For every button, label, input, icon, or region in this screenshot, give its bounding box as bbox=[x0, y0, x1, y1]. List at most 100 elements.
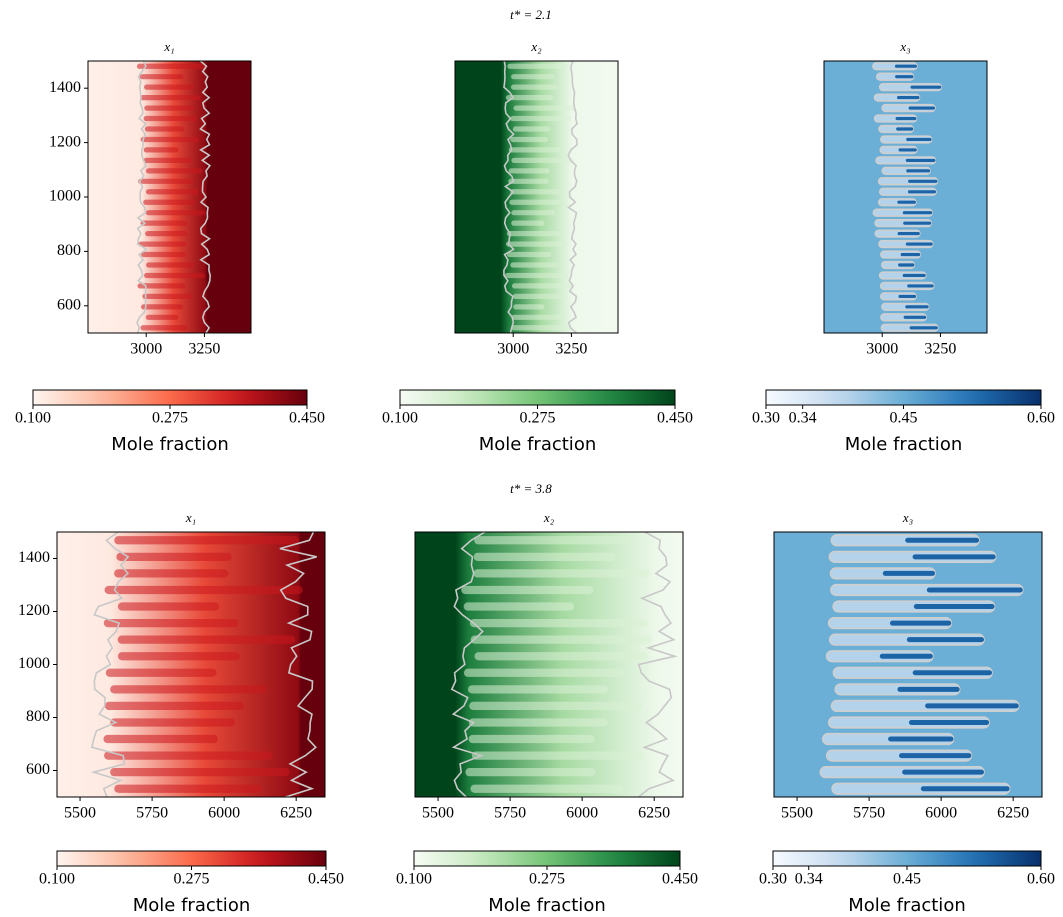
finger-core bbox=[896, 127, 914, 131]
colorbar-tick-label: 0.45 bbox=[890, 410, 918, 427]
finger-core bbox=[897, 686, 960, 692]
finger bbox=[136, 63, 207, 69]
finger bbox=[144, 105, 195, 111]
colorbar-tick-label: 0.275 bbox=[174, 871, 210, 888]
finger bbox=[511, 210, 556, 216]
x-tick-label: 3000 bbox=[866, 341, 898, 358]
axes-frame bbox=[773, 531, 1043, 798]
finger-core bbox=[895, 116, 917, 121]
finger bbox=[463, 602, 574, 611]
finger bbox=[139, 74, 184, 80]
y-tick-label: 800 bbox=[26, 708, 50, 725]
contour-line bbox=[637, 532, 678, 797]
finger bbox=[117, 635, 296, 644]
contour-line bbox=[199, 61, 212, 333]
finger bbox=[467, 685, 608, 694]
finger-core bbox=[888, 736, 954, 742]
finger bbox=[468, 718, 608, 727]
finger bbox=[114, 569, 229, 578]
y-tick-label: 600 bbox=[26, 761, 50, 778]
contour-line bbox=[279, 532, 317, 797]
colorbar-label: Mole fraction bbox=[848, 895, 965, 916]
colorbar-label: Mole fraction bbox=[479, 434, 596, 455]
finger bbox=[510, 325, 573, 331]
field-background bbox=[455, 61, 618, 333]
y-tick-label: 1400 bbox=[18, 549, 50, 566]
finger bbox=[103, 618, 239, 628]
finger bbox=[110, 685, 267, 694]
field-image bbox=[88, 61, 251, 333]
finger bbox=[140, 325, 188, 331]
colorbar-tick-label: 0.275 bbox=[520, 410, 556, 427]
finger bbox=[470, 784, 624, 793]
finger bbox=[116, 552, 232, 561]
axes-frame bbox=[454, 60, 619, 334]
finger bbox=[117, 652, 240, 661]
finger bbox=[471, 751, 645, 760]
finger-core bbox=[903, 221, 932, 225]
finger bbox=[463, 668, 625, 677]
finger bbox=[145, 210, 206, 216]
finger bbox=[511, 220, 545, 226]
finger-core bbox=[897, 200, 916, 204]
finger-core bbox=[879, 653, 933, 659]
finger-core bbox=[912, 670, 993, 676]
finger bbox=[511, 314, 563, 320]
colorbar-tick-label: 0.450 bbox=[657, 410, 693, 427]
colorbar-tick-label: 0.45 bbox=[893, 871, 921, 888]
colorbar-label: Mole fraction bbox=[111, 434, 228, 455]
panel-title: x₁ bbox=[185, 510, 196, 525]
row-title: t* = 2.1 bbox=[510, 7, 552, 22]
finger bbox=[510, 262, 558, 268]
finger-core bbox=[910, 85, 942, 89]
x-tick-label: 6250 bbox=[638, 805, 670, 822]
finger bbox=[505, 95, 554, 101]
finger bbox=[511, 283, 573, 289]
finger bbox=[508, 168, 550, 174]
finger bbox=[469, 701, 643, 711]
finger bbox=[469, 618, 648, 628]
finger bbox=[110, 718, 236, 727]
y-tick-label: 1200 bbox=[49, 133, 81, 150]
colorbar-tick-label: 0.100 bbox=[39, 871, 75, 888]
finger-core bbox=[897, 232, 920, 236]
y-tick-label: 800 bbox=[57, 242, 81, 259]
x-tick-label: 6000 bbox=[925, 805, 957, 822]
finger-core bbox=[895, 75, 914, 79]
finger-core bbox=[920, 786, 1010, 792]
finger bbox=[142, 293, 193, 299]
contour-line bbox=[450, 532, 486, 797]
colorbar-tick-label: 0.34 bbox=[789, 410, 817, 427]
finger bbox=[145, 231, 188, 237]
finger-core bbox=[902, 273, 926, 278]
colorbar-label: Mole fraction bbox=[133, 895, 250, 916]
colorbar-label: Mole fraction bbox=[845, 434, 962, 455]
colorbar-tick-label: 0.30 bbox=[752, 410, 780, 427]
finger bbox=[474, 652, 649, 661]
field-background bbox=[88, 61, 251, 333]
contour-line bbox=[567, 61, 578, 333]
colorbar-tick-label: 0.100 bbox=[382, 410, 418, 427]
y-tick-label: 600 bbox=[57, 296, 81, 313]
finger bbox=[104, 751, 273, 760]
colorbar-tick-label: 0.275 bbox=[529, 871, 565, 888]
finger bbox=[141, 304, 183, 310]
colorbar-tick-label: 0.450 bbox=[662, 871, 698, 888]
finger bbox=[144, 84, 194, 90]
finger-core bbox=[898, 148, 917, 152]
finger-core bbox=[900, 252, 921, 257]
field-image bbox=[415, 532, 683, 797]
axes-frame bbox=[823, 60, 988, 334]
finger-core bbox=[906, 169, 931, 173]
finger-core bbox=[894, 64, 917, 68]
finger-core bbox=[903, 315, 927, 319]
finger-core bbox=[905, 158, 936, 162]
finger-core bbox=[913, 604, 995, 610]
finger bbox=[506, 231, 561, 237]
y-tick-label: 1000 bbox=[49, 188, 81, 205]
field-image bbox=[824, 61, 987, 333]
finger bbox=[143, 115, 197, 122]
panel-title: x₃ bbox=[902, 510, 913, 525]
finger bbox=[144, 272, 205, 279]
y-tick-label: 1000 bbox=[18, 655, 50, 672]
